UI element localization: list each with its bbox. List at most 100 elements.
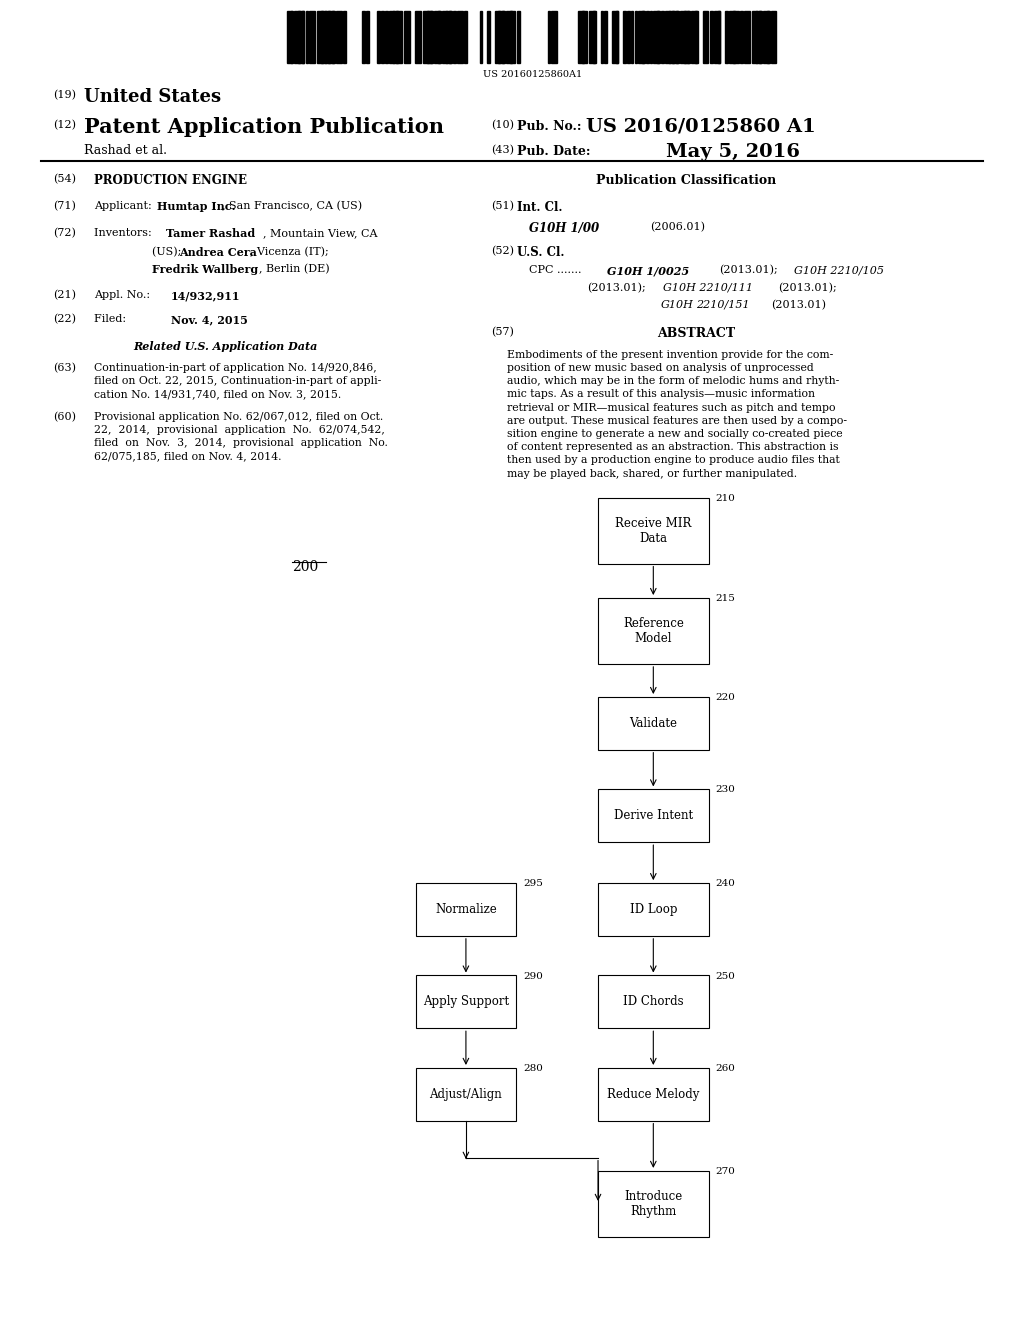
FancyBboxPatch shape — [416, 883, 516, 936]
Text: U.S. Cl.: U.S. Cl. — [517, 246, 564, 259]
Bar — [321, 11, 327, 63]
Text: PRODUCTION ENGINE: PRODUCTION ENGINE — [94, 174, 247, 187]
Text: 220: 220 — [716, 693, 735, 702]
Text: Derive Intent: Derive Intent — [613, 809, 693, 822]
Text: G10H 1/00: G10H 1/00 — [529, 222, 599, 235]
Bar — [593, 11, 596, 63]
Bar — [450, 11, 452, 63]
Text: Pub. No.:: Pub. No.: — [517, 120, 582, 133]
Bar — [325, 11, 330, 63]
Text: Related U.S. Application Data: Related U.S. Application Data — [133, 341, 317, 351]
Text: , Berlin (DE): , Berlin (DE) — [259, 264, 330, 275]
Text: Introduce
Rhythm: Introduce Rhythm — [625, 1189, 682, 1218]
Text: 290: 290 — [523, 972, 543, 981]
Bar — [646, 11, 648, 63]
Text: Int. Cl.: Int. Cl. — [517, 201, 562, 214]
Bar — [612, 11, 617, 63]
Text: Nov. 4, 2015: Nov. 4, 2015 — [171, 314, 248, 325]
Bar — [423, 11, 428, 63]
FancyBboxPatch shape — [598, 883, 709, 936]
Bar — [392, 11, 398, 63]
Bar — [653, 11, 659, 63]
Text: 240: 240 — [716, 879, 735, 888]
Bar — [381, 11, 384, 63]
Text: 215: 215 — [716, 594, 735, 603]
Text: (2013.01);: (2013.01); — [778, 282, 837, 293]
Text: 270: 270 — [716, 1167, 735, 1176]
Bar — [635, 11, 637, 63]
Bar — [291, 11, 293, 63]
Bar — [760, 11, 762, 63]
Text: 250: 250 — [716, 972, 735, 981]
Text: G10H: G10H — [660, 300, 693, 310]
Text: ID Chords: ID Chords — [623, 995, 684, 1008]
Text: Humtap Inc.: Humtap Inc. — [157, 201, 236, 211]
Bar — [649, 11, 652, 63]
Bar — [434, 11, 440, 63]
Bar — [362, 11, 365, 63]
Bar — [332, 11, 335, 63]
Bar — [662, 11, 664, 63]
Text: 280: 280 — [523, 1064, 543, 1073]
Bar — [578, 11, 584, 63]
Bar — [317, 11, 323, 63]
Bar — [582, 11, 588, 63]
Text: Applicant:: Applicant: — [94, 201, 159, 211]
Bar — [740, 11, 743, 63]
Text: (19): (19) — [53, 90, 76, 100]
Bar — [669, 11, 674, 63]
Text: Provisional application No. 62/067,012, filed on Oct.
22,  2014,  provisional  a: Provisional application No. 62/067,012, … — [94, 412, 388, 462]
FancyBboxPatch shape — [416, 975, 516, 1028]
Text: (10): (10) — [492, 120, 514, 131]
FancyBboxPatch shape — [598, 789, 709, 842]
Bar — [445, 11, 452, 63]
Bar — [427, 11, 432, 63]
FancyBboxPatch shape — [598, 498, 709, 564]
Text: (51): (51) — [492, 201, 514, 211]
Text: US 2016/0125860 A1: US 2016/0125860 A1 — [586, 117, 815, 136]
Bar — [711, 11, 713, 63]
Bar — [495, 11, 501, 63]
Bar — [465, 11, 467, 63]
Bar — [695, 11, 697, 63]
FancyBboxPatch shape — [598, 1171, 709, 1237]
FancyBboxPatch shape — [416, 1068, 516, 1121]
Text: G10H 2210/111: G10H 2210/111 — [663, 282, 753, 293]
Bar — [305, 11, 308, 63]
Bar — [457, 11, 463, 63]
Text: Continuation-in-part of application No. 14/920,846,
filed on Oct. 22, 2015, Cont: Continuation-in-part of application No. … — [94, 363, 382, 400]
Bar — [729, 11, 735, 63]
FancyBboxPatch shape — [598, 975, 709, 1028]
Text: (60): (60) — [53, 412, 76, 422]
Text: US 20160125860A1: US 20160125860A1 — [483, 70, 582, 79]
Bar — [718, 11, 721, 63]
Bar — [438, 11, 440, 63]
Text: Publication Classification: Publication Classification — [596, 174, 776, 187]
Text: (63): (63) — [53, 363, 76, 374]
Text: , Mountain View, CA: , Mountain View, CA — [263, 228, 378, 239]
Bar — [548, 11, 550, 63]
Text: (2006.01): (2006.01) — [650, 222, 706, 232]
Bar — [298, 11, 304, 63]
Bar — [510, 11, 515, 63]
Bar — [506, 11, 512, 63]
Bar — [642, 11, 645, 63]
Bar — [336, 11, 342, 63]
Bar — [551, 11, 557, 63]
Bar — [733, 11, 738, 63]
FancyBboxPatch shape — [598, 1068, 709, 1121]
Text: Tamer Rashad: Tamer Rashad — [166, 228, 255, 239]
Text: , San Francisco, CA (US): , San Francisco, CA (US) — [222, 201, 362, 211]
Text: Appl. No.:: Appl. No.: — [94, 290, 158, 301]
Bar — [665, 11, 671, 63]
Bar — [600, 11, 603, 63]
Text: (12): (12) — [53, 120, 76, 131]
FancyBboxPatch shape — [598, 598, 709, 664]
Bar — [287, 11, 293, 63]
Text: (2013.01): (2013.01) — [771, 300, 826, 310]
Text: 200: 200 — [292, 560, 318, 574]
Bar — [502, 11, 505, 63]
Text: United States: United States — [84, 88, 221, 107]
Bar — [676, 11, 679, 63]
Bar — [367, 11, 369, 63]
